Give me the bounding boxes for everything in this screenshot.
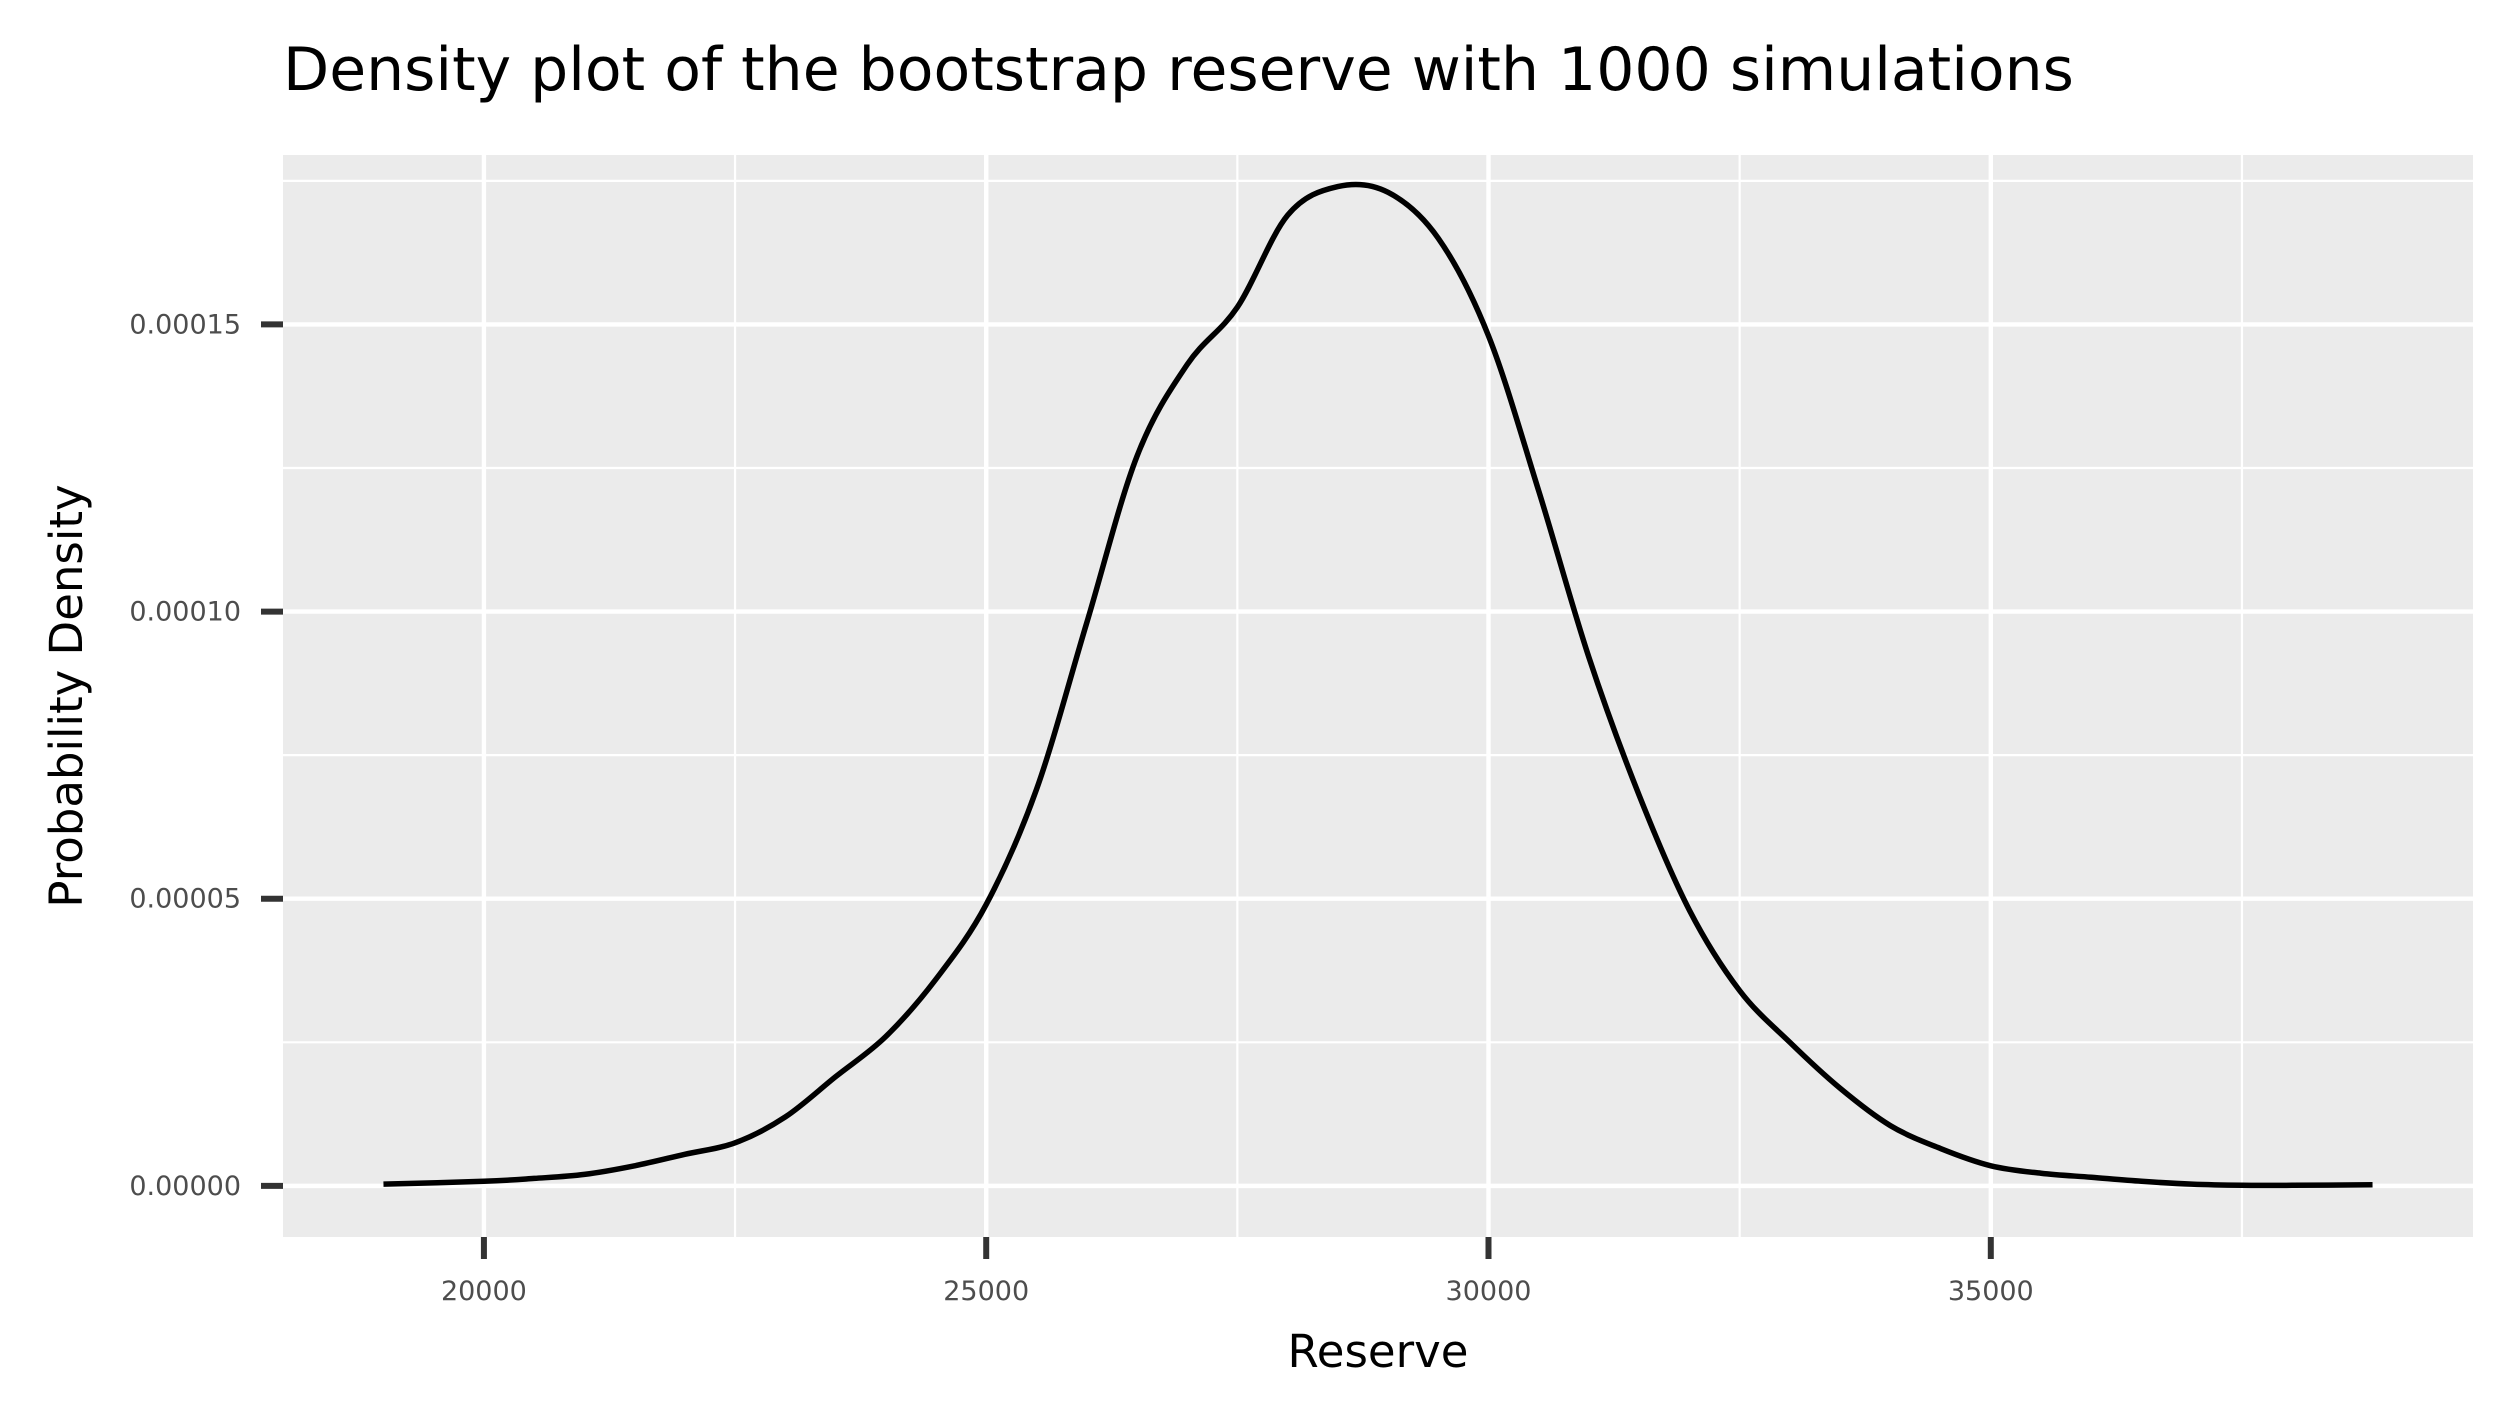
y-tick-label: 0.00015 (129, 309, 241, 340)
x-tick-label: 35000 (1948, 1276, 2034, 1307)
x-tick-label: 30000 (1446, 1276, 1532, 1307)
plot-panel (283, 155, 2473, 1237)
chart-title: Density plot of the bootstrap reserve wi… (283, 35, 2074, 105)
y-tick-label: 0.00000 (129, 1171, 241, 1202)
x-axis: 20000 25000 30000 35000 (441, 1237, 2034, 1307)
y-axis: 0.00000 0.00005 0.00010 0.00015 (129, 309, 283, 1202)
density-line (383, 181, 2373, 1189)
y-tick-label: 0.00005 (129, 884, 241, 915)
y-tick-label: 0.00010 (129, 597, 241, 628)
x-tick-label: 25000 (943, 1276, 1029, 1307)
minor-gridlines (283, 155, 2473, 1237)
x-tick-label: 20000 (441, 1276, 527, 1307)
y-axis-label: Probability Density (40, 484, 93, 907)
x-axis-label: Reserve (1288, 1325, 1469, 1378)
series-layer (383, 181, 2373, 1189)
